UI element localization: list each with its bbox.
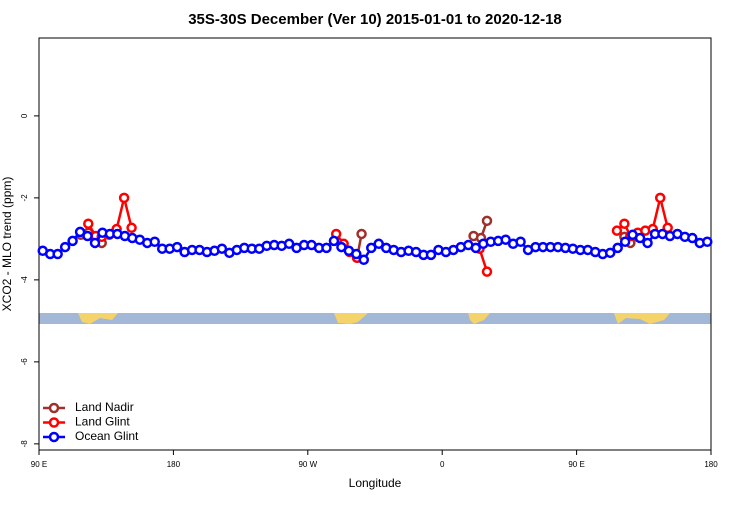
data-point	[604, 247, 616, 259]
legend-marker	[48, 402, 60, 414]
data-point	[611, 225, 623, 236]
legend-marker	[48, 431, 60, 443]
legend-label: Land Glint	[75, 415, 130, 429]
y-tick-label: 0	[20, 113, 29, 118]
data-point	[321, 242, 332, 254]
data-point	[634, 232, 646, 244]
data-point	[328, 235, 340, 247]
data-point	[500, 234, 511, 245]
data-point	[642, 237, 653, 249]
legend-label: Ocean Glint	[75, 429, 139, 443]
map-strip	[39, 313, 711, 324]
legend-label: Land Nadir	[75, 400, 134, 414]
data-point	[702, 236, 713, 247]
data-point	[216, 243, 228, 254]
y-tick-label: -8	[20, 440, 29, 448]
x-tick-label: 180	[167, 460, 181, 469]
data-point	[654, 192, 666, 204]
data-point	[149, 236, 160, 247]
data-point	[356, 228, 367, 240]
data-point	[67, 235, 78, 247]
legend-marker	[48, 417, 60, 428]
data-point	[481, 266, 493, 277]
data-point	[366, 242, 377, 254]
data-point	[59, 241, 71, 253]
data-point	[89, 237, 101, 249]
x-tick-label: 90 E	[31, 460, 47, 469]
data-point	[283, 238, 295, 250]
data-point	[74, 226, 86, 238]
x-tick-label: 90 E	[568, 460, 584, 469]
y-tick-label: -2	[20, 194, 29, 202]
y-tick-label: -6	[20, 358, 29, 366]
y-axis-label: XCO2 - MLO trend (ppm)	[0, 177, 14, 312]
data-point	[373, 238, 384, 250]
data-point	[118, 192, 130, 204]
x-tick-label: 0	[440, 460, 445, 469]
x-axis-label: Longitude	[349, 476, 402, 490]
data-point	[619, 218, 630, 229]
data-point	[83, 218, 94, 229]
data-point	[52, 248, 63, 260]
data-point	[687, 232, 698, 244]
data-point	[82, 230, 93, 242]
data-point	[481, 215, 493, 227]
data-point	[358, 254, 370, 266]
y-tick-label: -4	[20, 276, 29, 284]
data-point	[126, 222, 137, 234]
x-tick-label: 180	[704, 460, 718, 469]
data-point	[351, 248, 362, 260]
data-point	[425, 249, 437, 261]
data-point	[619, 236, 631, 247]
data-point	[612, 242, 623, 254]
data-point	[515, 236, 526, 247]
data-point	[470, 242, 482, 254]
data-point	[171, 241, 183, 253]
chart-title: 35S-30S December (Ver 10) 2015-01-01 to …	[188, 11, 562, 28]
x-tick-label: 90 W	[298, 460, 317, 469]
